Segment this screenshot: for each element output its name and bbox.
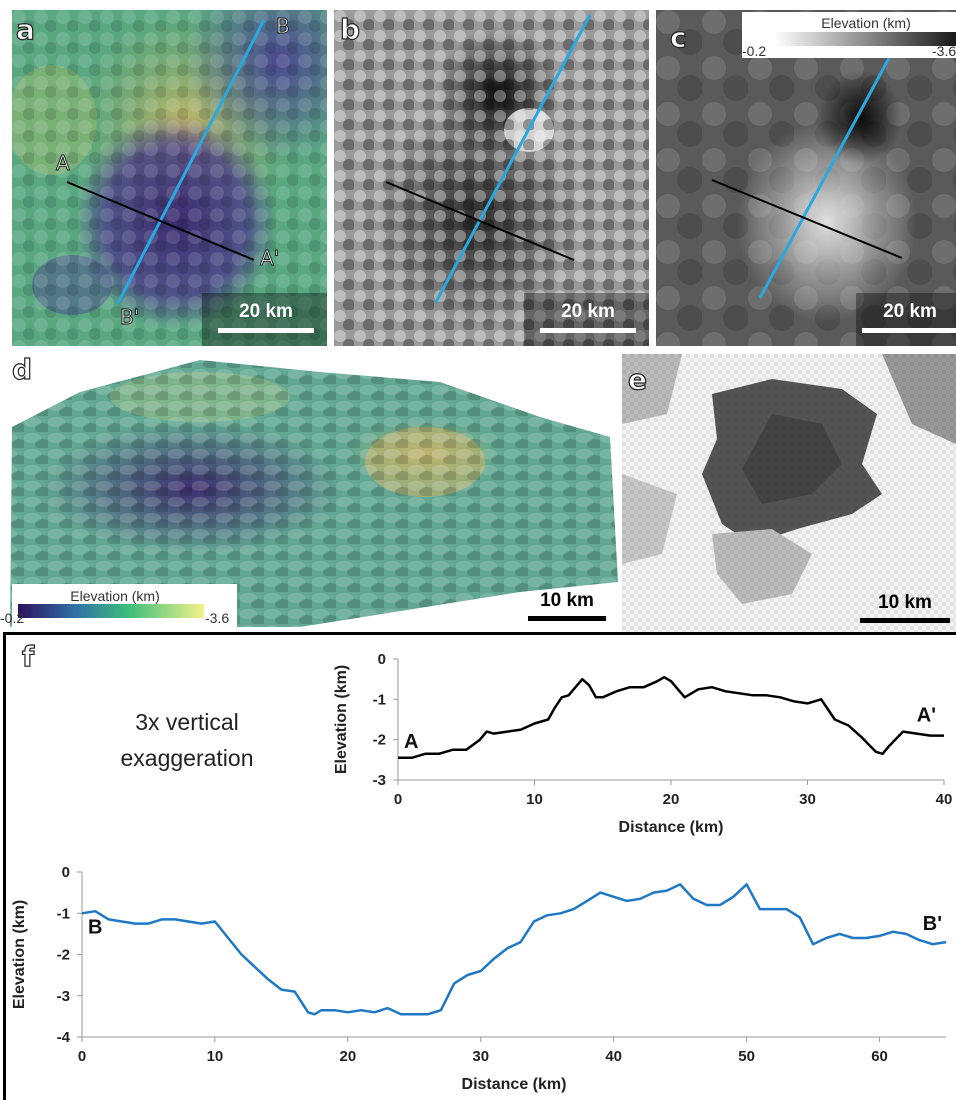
panel-a-image [12, 10, 327, 346]
point-label-A: A [56, 151, 71, 175]
bb-y-axis-label: Elevation (km) [11, 900, 28, 1009]
panel-c-grayscale-elevation: c Elevation (km) -0.2 -3.6 20 km [656, 10, 956, 346]
panel-a-scale-bar [218, 328, 314, 333]
aa-y-tick-label: -2 [373, 732, 386, 749]
bb-start-label: B [88, 916, 102, 938]
aa-x-axis-label: Distance (km) [619, 819, 724, 836]
aa-end-label: A' [917, 705, 936, 727]
bb-y-tick-label: -2 [57, 947, 70, 964]
panel-d-scalebar: 10 km [528, 590, 606, 626]
panel-e-scale-bar [860, 618, 950, 623]
aa-x-tick-label: 20 [663, 791, 680, 808]
panel-c-colorbar-min: -0.2 [742, 43, 767, 59]
panel-d-scale-bar [528, 616, 606, 621]
bb-x-axis-label: Distance (km) [462, 1076, 567, 1093]
panel-d-colorbar-title: Elevation (km) [70, 588, 160, 604]
aa-profile-line [398, 675, 944, 760]
panel-c-colorbar-title: Elevation (km) [821, 15, 911, 31]
panel-e-label: e [627, 363, 647, 396]
aa-x-tick-label: 10 [526, 791, 543, 808]
aa-x-tick-label: 30 [799, 791, 816, 808]
aa-y-tick-label: 0 [378, 651, 386, 668]
panel-d-image [0, 352, 620, 632]
point-label-A-prime: A' [260, 246, 280, 270]
aa-y-tick-label: -1 [373, 691, 386, 708]
vertical-exaggeration-note: 3x vertical exaggeration [120, 709, 254, 771]
panel-d-label: d [11, 353, 33, 386]
bb-x-tick-label: 30 [472, 1048, 489, 1065]
panel-c-image [656, 10, 956, 346]
panel-f-label: f [21, 640, 35, 673]
panel-d-scale-text: 10 km [540, 590, 594, 611]
bb-end-label: B' [923, 913, 942, 935]
panel-d-colorbar-max: -3.6 [205, 610, 230, 626]
bb-x-tick-label: 50 [738, 1048, 755, 1065]
profile-chart-bb: 0 -1 -2 -3 -4 0 10 20 30 40 50 60 Distance (km) Eleva… [11, 864, 947, 1093]
panel-b-scale-bar [540, 328, 636, 333]
aa-x-tick-label: 40 [936, 791, 953, 808]
bb-profile-line [81, 883, 947, 1016]
panel-b-shaded-relief: b 20 km [334, 10, 649, 346]
panel-b-label: b [339, 13, 361, 46]
bb-x-tick-label: 10 [207, 1048, 224, 1065]
aa-start-label: A [404, 731, 418, 753]
point-label-B: B [276, 14, 291, 38]
panel-b-scalebar: 20 km [540, 301, 636, 337]
point-label-B-prime: B' [120, 305, 140, 329]
panel-c-scalebar: 20 km [862, 301, 956, 337]
panel-a-colorized-terrain: a A A' B B' 20 km [12, 10, 327, 346]
panel-b-scale-text: 20 km [561, 301, 615, 322]
bb-y-tick-label: -3 [57, 988, 70, 1005]
aa-y-tick-label: -3 [373, 772, 386, 789]
bb-x-tick-label: 0 [78, 1048, 86, 1065]
panel-a-scale-text: 20 km [239, 301, 293, 322]
panel-a-label: a [15, 13, 35, 46]
bb-y-tick-label: -4 [57, 1029, 71, 1046]
panel-a-scalebar: 20 km [218, 301, 314, 337]
panel-e-image: e 10 km [622, 354, 956, 632]
profile-chart-aa: 0 -1 -2 -3 0 10 20 30 40 Distance (km) Elevation (… [333, 651, 953, 836]
aa-y-axis-label: Elevation (km) [333, 665, 350, 774]
bb-x-tick-label: 60 [871, 1048, 888, 1065]
panel-e-scalebar: 10 km [860, 592, 950, 628]
panel-e-scale-text: 10 km [878, 592, 932, 613]
bb-y-tick-label: -1 [57, 905, 70, 922]
panel-d-3d-perspective: d Elevation (km) -0.2 -3.6 10 km [0, 352, 620, 632]
panel-c-scale-text: 20 km [883, 301, 937, 322]
bb-y-tick-label: 0 [62, 864, 70, 881]
bb-x-tick-label: 40 [605, 1048, 622, 1065]
panel-f-frame [3, 632, 956, 1100]
aa-x-tick-label: 0 [394, 791, 402, 808]
panel-c-colorbar-max: -3.6 [932, 43, 956, 59]
panel-d-colorbar-min: -0.2 [0, 610, 25, 626]
panel-c-label: c [669, 21, 687, 54]
panel-e-graphic [622, 354, 956, 632]
panel-c-scale-bar [862, 328, 956, 333]
panel-b-image [334, 10, 649, 346]
bb-x-tick-label: 20 [340, 1048, 357, 1065]
